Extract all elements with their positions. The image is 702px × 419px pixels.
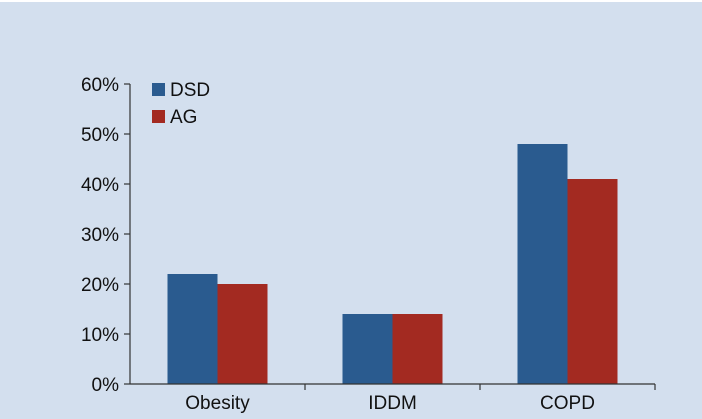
y-tick-label: 60% — [81, 75, 119, 96]
bar-dsd-copd — [517, 144, 568, 384]
y-axis-ticks: 0% 10% 20% 30% 40% 50% 60% — [81, 75, 130, 396]
bar-dsd-obesity — [167, 274, 218, 384]
x-tick-label: Obesity — [185, 393, 250, 414]
legend: DSD AG — [152, 80, 210, 128]
legend-swatch-ag — [152, 110, 165, 123]
x-tick-label: IDDM — [368, 393, 417, 414]
legend-label-dsd: DSD — [170, 80, 210, 101]
y-tick-label: 50% — [81, 125, 119, 146]
y-tick-label: 10% — [81, 325, 119, 346]
y-tick-label: 30% — [81, 225, 119, 246]
axes — [129, 84, 655, 385]
y-tick-label: 40% — [81, 175, 119, 196]
top-border — [0, 0, 702, 2]
legend-label-ag: AG — [170, 107, 197, 128]
y-tick-label: 20% — [81, 275, 119, 296]
x-axis-ticks: Obesity IDDM COPD — [185, 384, 656, 414]
x-tick-label: COPD — [540, 393, 595, 414]
y-tick-label: 0% — [92, 375, 120, 396]
bar-ag-copd — [567, 179, 618, 384]
bar-ag-obesity — [217, 284, 268, 384]
bar-ag-iddm — [392, 314, 443, 384]
legend-swatch-dsd — [152, 83, 165, 96]
bars — [167, 144, 618, 384]
bar-dsd-iddm — [342, 314, 393, 384]
